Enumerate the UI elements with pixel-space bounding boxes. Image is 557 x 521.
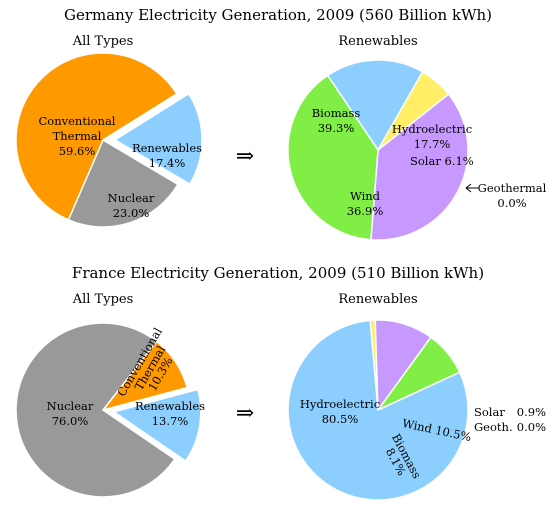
- france-wind-name: Wind: [401, 416, 434, 436]
- pie-slice-hydroelectric: [287, 319, 469, 501]
- france-renewables-pie: [287, 319, 469, 501]
- germany-conventional-pct: 59.6%: [59, 144, 96, 158]
- france-nuclear-pct: 76.0%: [52, 414, 89, 428]
- germany-hydroelectric-pct: 17.7%: [414, 137, 451, 151]
- germany-biomass-label: Biomass: [312, 106, 361, 120]
- germany-renewables-subtitle: Renewables: [338, 34, 417, 49]
- germany-nuclear-pct: 23.0%: [113, 206, 150, 220]
- germany-conventional-label-line1: Conventional: [38, 114, 115, 128]
- germany-biomass-pct: 39.3%: [318, 121, 355, 135]
- france-solar-label: Solar: [474, 405, 505, 419]
- germany-geothermal-pointer: [465, 183, 478, 193]
- france-hydroelectric-pct: 80.5%: [322, 412, 359, 426]
- france-title: France Electricity Generation, 2009 (510…: [72, 264, 484, 282]
- pie-slice-nuclear: [15, 322, 176, 498]
- pie-slice-wind: [370, 93, 469, 241]
- germany-all-types-pie: [15, 52, 203, 228]
- germany-geothermal-pct: 0.0%: [497, 196, 526, 210]
- pie-slice-conventional-thermal: [15, 52, 178, 221]
- france-renewables-subtitle: Renewables: [338, 292, 417, 307]
- france-all-types-pie: [15, 322, 202, 498]
- germany-solar-label: Solar 6.1%: [410, 154, 474, 168]
- germany-nuclear-label: Nuclear: [108, 191, 155, 205]
- germany-wind-label: Wind: [350, 189, 381, 203]
- france-geoth-label: Geoth.: [474, 420, 513, 434]
- pie-slice-renewables: [112, 388, 202, 463]
- germany-geothermal-label: Geothermal: [478, 181, 547, 195]
- france-solar-pct: 0.9%: [517, 405, 546, 419]
- germany-solar-name: Solar: [410, 154, 441, 168]
- pie-slice-renewables: [113, 92, 203, 186]
- germany-title: Germany Electricity Generation, 2009 (56…: [64, 6, 492, 24]
- germany-renewables-pct: 17.4%: [149, 156, 186, 170]
- germany-wind-pct: 36.9%: [347, 204, 384, 218]
- france-all-types-subtitle: All Types: [72, 292, 134, 307]
- france-renewables-label: Renewables: [135, 399, 205, 413]
- germany-solar-pct: 6.1%: [445, 154, 474, 168]
- germany-conventional-label-line2: Thermal: [53, 129, 102, 143]
- france-renewables-pct: 13.7%: [152, 414, 189, 428]
- pie-slice-biomass: [287, 74, 379, 241]
- france-hydroelectric-label: Hydroelectric: [300, 397, 380, 411]
- germany-all-types-subtitle: All Types: [72, 34, 134, 49]
- germany-renewables-pie: [287, 59, 469, 241]
- pie-slice-nuclear: [67, 138, 179, 228]
- pie-slice-hydroelectric: [326, 59, 424, 152]
- france-geoth-pct: 0.0%: [517, 420, 546, 434]
- germany-renewables-label: Renewables: [132, 141, 202, 155]
- germany-hydroelectric-label: Hydroelectric: [392, 122, 472, 136]
- france-nuclear-label: Nuclear: [47, 399, 94, 413]
- arrow-germany: ⇒: [236, 144, 254, 169]
- arrow-france: ⇒: [236, 401, 254, 426]
